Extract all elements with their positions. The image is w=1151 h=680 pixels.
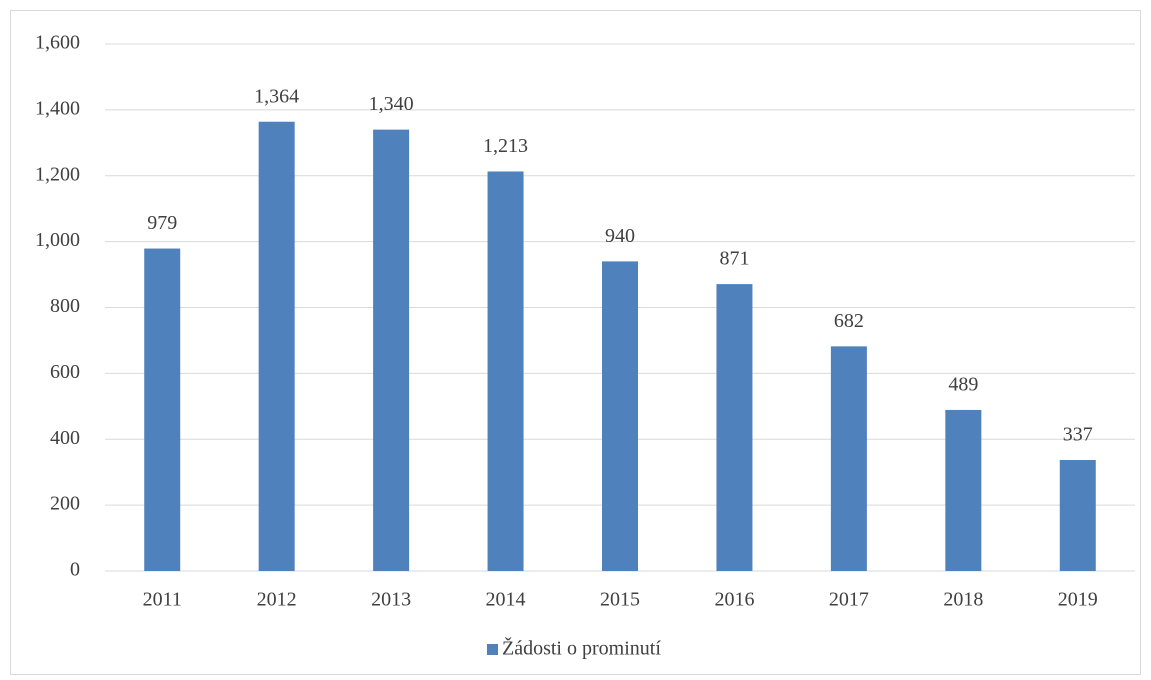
bar [716,284,753,571]
data-label: 979 [147,212,177,234]
y-tick-label: 600 [50,361,80,383]
x-tick-label: 2018 [943,589,983,611]
y-tick-label: 0 [70,559,80,581]
y-tick-label: 400 [50,427,80,449]
y-tick-label: 1,600 [35,32,80,54]
bar [487,171,524,571]
bar [945,409,982,571]
x-tick-label: 2017 [829,589,869,611]
x-tick-label: 2019 [1058,589,1098,611]
bar [1059,460,1096,571]
x-tick-label: 2014 [486,589,526,611]
legend-label: Žádosti o prominutí [502,637,661,660]
y-tick-label: 800 [50,295,80,317]
data-label: 940 [605,225,635,247]
y-tick-label: 1,200 [35,163,80,185]
bar [602,261,638,571]
x-tick-label: 2012 [257,589,297,611]
y-tick-label: 1,000 [35,229,80,251]
data-label: 1,364 [254,85,299,107]
x-tick-label: 2016 [714,589,754,611]
bar [373,129,410,571]
x-tick-label: 2011 [143,589,182,611]
legend-swatch [487,644,498,655]
x-tick-label: 2015 [600,589,640,611]
bar [144,248,181,571]
y-tick-label: 200 [50,493,80,515]
bar [258,121,295,572]
data-label: 1,213 [483,135,528,157]
data-label: 1,340 [369,93,414,115]
data-label: 871 [719,248,749,270]
data-label: 682 [834,310,864,332]
y-tick-label: 1,400 [35,97,80,119]
x-tick-label: 2013 [371,589,411,611]
data-label: 489 [948,374,978,396]
data-label: 337 [1063,424,1093,446]
bar [830,346,867,571]
